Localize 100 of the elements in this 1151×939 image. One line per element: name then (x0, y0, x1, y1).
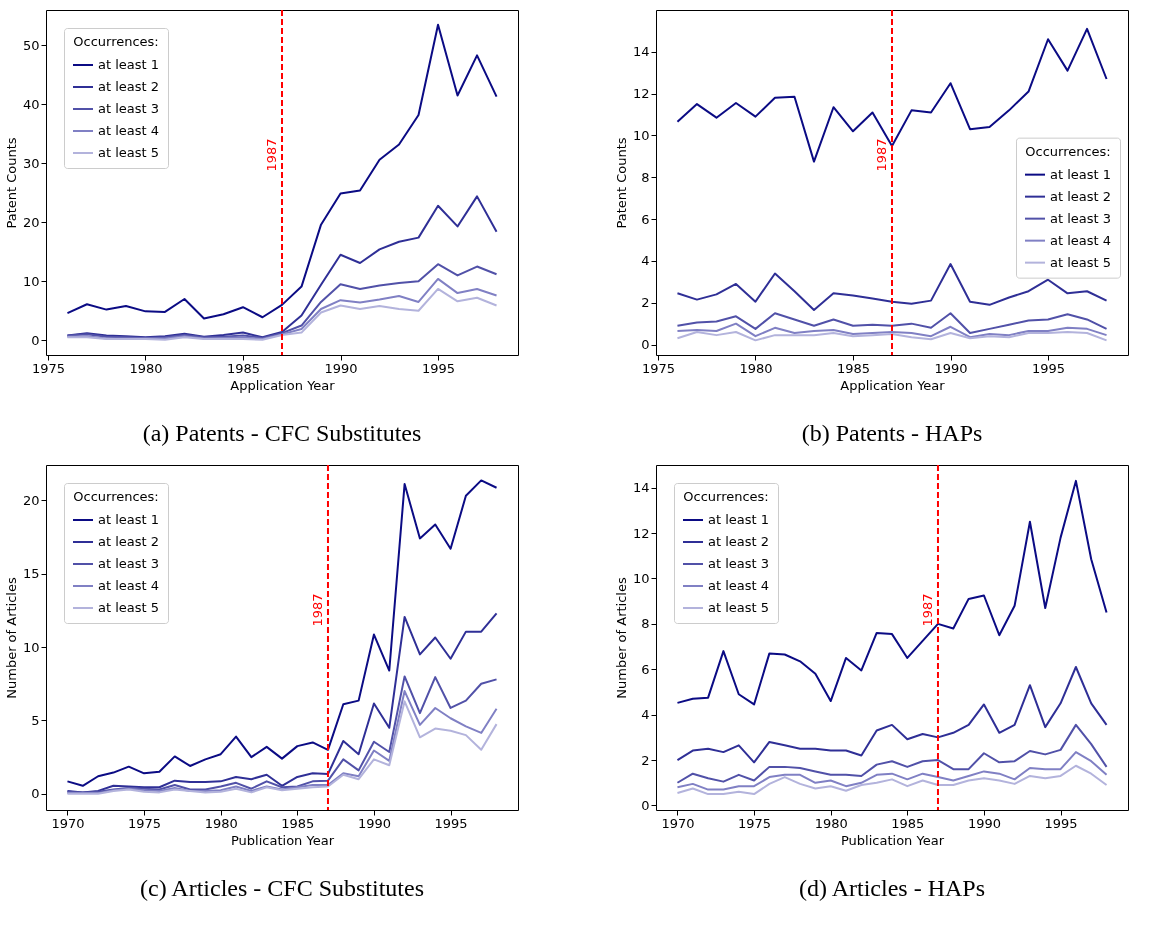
legend-label: at least 2 (98, 534, 160, 549)
y-tick-label: 6 (641, 661, 650, 677)
ref-line-label: 1987 (264, 138, 279, 172)
x-axis-title: Publication Year (841, 832, 945, 848)
legend-title: Occurrences: (683, 489, 769, 504)
ref-line-label: 1987 (309, 593, 325, 627)
y-tick-label: 0 (641, 337, 650, 353)
y-axis-title: Patent Counts (613, 137, 629, 229)
y-tick-label: 50 (22, 37, 40, 53)
legend-label: at least 2 (98, 79, 160, 94)
x-tick-label: 1970 (51, 815, 85, 831)
text: (d) Articles - HAPs (799, 875, 985, 901)
legend-label: at least 1 (98, 57, 160, 72)
ref-line-label: 1987 (919, 593, 935, 627)
legend-label: at least 2 (708, 534, 770, 549)
line-series (676, 666, 1108, 764)
y-tick-label: 0 (31, 332, 40, 348)
y-tick-label: 10 (22, 273, 40, 289)
text: (c) Articles - CFC Substitutes (140, 875, 424, 901)
x-tick-label: 1995 (421, 360, 456, 376)
x-tick-label: 1985 (281, 815, 315, 831)
y-axis-title: Number of Articles (3, 577, 19, 699)
line-series (66, 23, 498, 320)
x-tick-label: 1995 (434, 815, 468, 831)
y-tick-label: 20 (22, 214, 40, 230)
y-tick-label: 15 (22, 566, 40, 582)
text: (b) Patents - HAPs (801, 420, 983, 446)
x-tick-label: 1975 (738, 815, 772, 831)
y-tick-label: 30 (22, 155, 40, 171)
legend-label: at least 3 (1050, 210, 1112, 226)
y-tick-label: 0 (641, 797, 650, 813)
y-axis-title: Number of Articles (613, 577, 629, 699)
line-series (676, 479, 1108, 706)
y-tick-label: 14 (632, 480, 650, 496)
x-axis-title: Application Year (840, 377, 946, 393)
ref-line-label: 1987 (874, 138, 889, 172)
x-axis-title: Publication Year (231, 832, 335, 848)
x-tick-label: 1985 (836, 360, 871, 376)
legend-label: at least 4 (98, 123, 160, 138)
legend-label: at least 4 (708, 578, 770, 593)
text: (a) Patents - CFC Substitutes (142, 420, 422, 446)
line-series (66, 287, 498, 341)
y-tick-label: 6 (641, 211, 650, 227)
x-tick-label: 1995 (1044, 815, 1078, 831)
x-tick-label: 1980 (814, 815, 848, 831)
x-tick-label: 1980 (129, 360, 163, 376)
x-tick-label: 1980 (204, 815, 238, 831)
y-tick-label: 12 (632, 86, 650, 102)
x-tick-label: 1980 (739, 360, 773, 376)
y-tick-label: 4 (641, 707, 650, 723)
x-tick-label: 1990 (934, 360, 968, 376)
legend-label: at least 4 (1050, 232, 1112, 248)
line-series (676, 331, 1108, 342)
y-tick-label: 0 (31, 786, 40, 802)
line-series (66, 263, 498, 339)
legend-label: at least 1 (98, 512, 160, 527)
y-tick-label: 8 (641, 169, 650, 185)
y-tick-label: 5 (31, 712, 40, 728)
line-series (676, 312, 1108, 335)
legend-label: at least 5 (1050, 254, 1112, 270)
x-tick-label: 1990 (324, 360, 358, 376)
legend-label: at least 5 (98, 145, 160, 160)
x-tick-label: 1990 (357, 815, 391, 831)
y-tick-label: 10 (632, 570, 650, 586)
legend-label: at least 3 (708, 556, 770, 571)
legend-label: at least 4 (98, 578, 160, 593)
y-tick-label: 40 (22, 96, 40, 112)
x-tick-label: 1975 (641, 360, 675, 376)
y-tick-label: 12 (632, 525, 650, 541)
x-tick-label: 1985 (891, 815, 925, 831)
legend-title: Occurrences: (1025, 143, 1111, 159)
y-tick-label: 20 (22, 492, 40, 508)
legend-title: Occurrences: (73, 34, 159, 49)
x-tick-label: 1975 (31, 360, 65, 376)
legend-label: at least 1 (708, 512, 770, 527)
x-tick-label: 1970 (661, 815, 695, 831)
line-series (66, 479, 498, 787)
x-axis-title: Application Year (230, 377, 336, 393)
legend-title: Occurrences: (73, 489, 159, 504)
y-tick-label: 2 (641, 752, 650, 768)
y-axis-title: Patent Counts (3, 137, 19, 229)
y-tick-label: 10 (632, 127, 650, 143)
y-tick-label: 4 (641, 253, 650, 269)
legend-label: at least 5 (98, 600, 160, 615)
line-series (676, 751, 1108, 791)
x-tick-label: 1995 (1031, 360, 1066, 376)
x-tick-label: 1975 (128, 815, 162, 831)
y-tick-label: 8 (641, 616, 650, 632)
y-tick-label: 2 (641, 295, 650, 311)
y-tick-label: 10 (22, 639, 40, 655)
line-series (676, 764, 1108, 796)
legend-label: at least 1 (1050, 166, 1112, 182)
x-tick-label: 1985 (226, 360, 261, 376)
legend-label: at least 2 (1050, 188, 1112, 204)
legend-label: at least 3 (98, 101, 160, 116)
line-series (676, 723, 1108, 784)
legend-label: at least 5 (708, 600, 770, 615)
line-series (676, 322, 1108, 339)
y-tick-label: 14 (632, 44, 650, 60)
legend-label: at least 3 (98, 556, 160, 571)
